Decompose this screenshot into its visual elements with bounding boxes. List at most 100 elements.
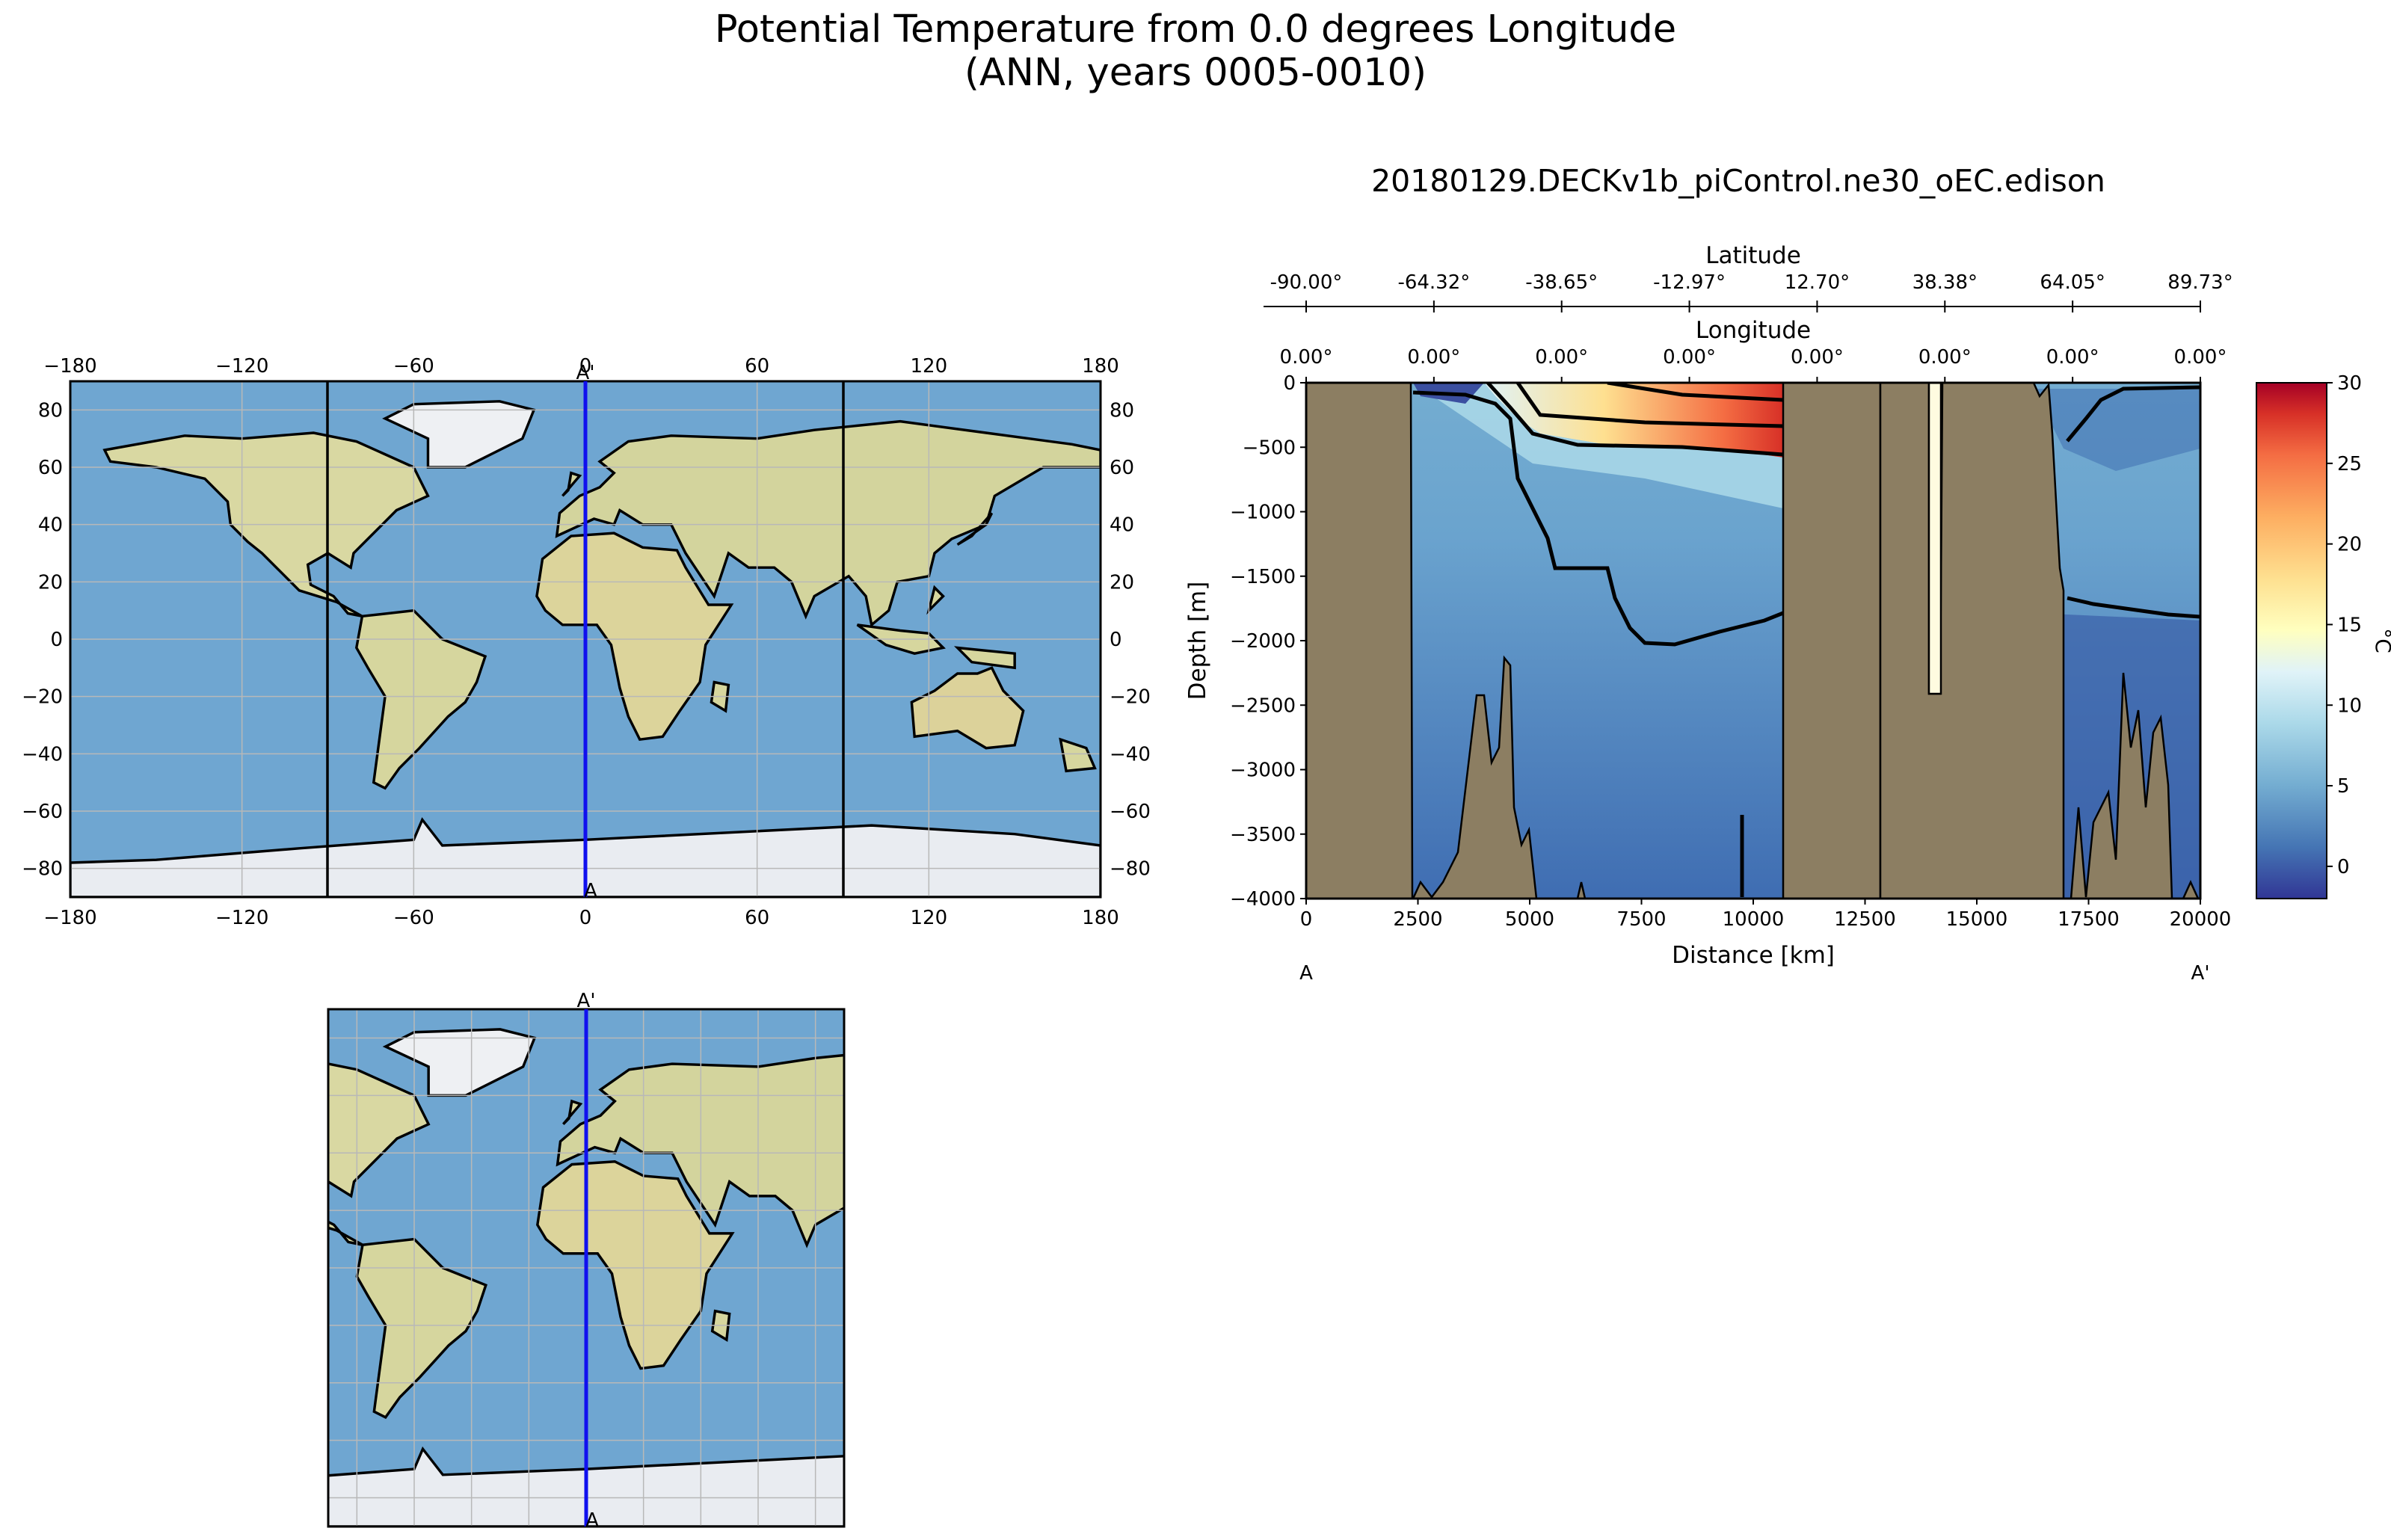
transect-ylabel: Depth [m]	[1184, 582, 1211, 700]
longitude-tick-label: 0.00°	[1280, 346, 1333, 369]
latitude-tick-label: 64.05°	[2040, 271, 2105, 294]
lon-tick-bottom: 0	[579, 907, 592, 929]
transect-end-label: A'	[2191, 962, 2210, 985]
transect-label-top: A'	[576, 362, 595, 384]
transect-bathymetry	[1306, 383, 2200, 899]
depth-tick-label: −500	[1243, 437, 1296, 459]
land-europe	[1879, 383, 2065, 899]
lon-tick-bottom: −60	[393, 907, 434, 929]
depth-tick-label: −1000	[1230, 502, 1296, 524]
distance-tick-label: 0	[1300, 908, 1313, 931]
distance-tick-label: 2500	[1393, 908, 1442, 931]
land-antarctica	[1306, 383, 1414, 899]
colorbar-tick-label: 10	[2337, 694, 2362, 717]
lon-tick-top: 180	[1082, 355, 1119, 378]
lat-tick-left: −80	[22, 858, 63, 881]
transect-arctic-layer	[2034, 389, 2200, 471]
distance-tick-label: 5000	[1505, 908, 1554, 931]
ridge-south-atlantic	[1412, 655, 1538, 899]
latitude-ticks: -90.00° -64.32° -38.65° -12.97° 12.70° 38.38°…	[1270, 271, 2233, 312]
lon-tick-top: −60	[393, 355, 434, 378]
run-name-title: 20180129.DECKv1b_piControl.ne30_oEC.edis…	[1371, 163, 2105, 199]
lat-tick-left: 60	[38, 457, 63, 479]
lat-tick-left: −60	[22, 801, 63, 823]
longitude-tick-label: 0.00°	[1535, 346, 1588, 369]
lon-tick-bottom: −120	[215, 907, 268, 929]
zoom-map: A' A	[327, 990, 846, 1532]
longitude-tick-label: 0.00°	[1918, 346, 1972, 369]
latitude-tick-label: -64.32°	[1397, 271, 1470, 294]
colorbar-label: °C	[2371, 628, 2391, 653]
colorbar-tick-label: 20	[2337, 534, 2362, 556]
colorbar-ticks: 0 5 10 15 20 25 30	[2327, 372, 2362, 878]
longitude-axis-label: Longitude	[1696, 317, 1811, 344]
transect-start-label: A	[1299, 962, 1313, 985]
latitude-axis-label: Latitude	[1705, 242, 1801, 269]
lat-tick-right: −80	[1110, 858, 1151, 881]
strait-column	[1927, 383, 1942, 695]
latitude-tick-label: 89.73°	[2167, 271, 2232, 294]
depth-tick-label: −4000	[1230, 888, 1296, 911]
distance-tick-label: 12500	[1834, 908, 1896, 931]
depth-tick-label: 0	[1283, 372, 1296, 395]
colorbar-tick-label: 15	[2337, 614, 2362, 636]
lat-tick-left: −40	[22, 743, 63, 766]
lon-tick-bottom: −180	[43, 907, 96, 929]
colorbar-tick-label: 0	[2337, 856, 2350, 878]
colorbar-tick-label: 5	[2337, 775, 2350, 798]
lat-tick-left: 0	[50, 629, 63, 651]
lat-tick-right: 80	[1110, 399, 1134, 422]
colorbar-tick-label: 25	[2337, 453, 2362, 475]
lon-tick-top: −180	[43, 355, 96, 378]
arctic-seamount	[2182, 879, 2200, 899]
lon-tick-top: 0	[579, 355, 592, 378]
global-map-ticks: −180 −180 −120 −120 −60 −60 0 0 60 60 120 120 180 180…	[22, 355, 1151, 929]
lat-tick-right: 20	[1110, 571, 1134, 594]
lon-tick-top: −120	[215, 355, 268, 378]
lon-tick-bottom: 60	[745, 907, 769, 929]
longitude-tick-label: 0.00°	[2174, 346, 2227, 369]
lat-tick-left: 20	[38, 571, 63, 594]
latitude-tick-label: -12.97°	[1653, 271, 1726, 294]
transect-xlabel: Distance [km]	[1672, 942, 1835, 969]
transect-ticks: 0 2500 5000 7500 10000 12500 15000 17500 200000−…	[1230, 372, 2231, 931]
lat-tick-right: 0	[1110, 629, 1122, 651]
seamount	[1576, 881, 1587, 899]
latitude-tick-label: -90.00°	[1270, 271, 1343, 294]
lat-tick-left: 80	[38, 399, 63, 422]
lat-tick-right: 40	[1110, 514, 1134, 537]
longitude-tick-label: 0.00°	[1407, 346, 1460, 369]
latitude-tick-label: -38.65°	[1525, 271, 1598, 294]
distance-tick-label: 10000	[1723, 908, 1785, 931]
land-africa	[1782, 383, 1882, 899]
longitude-tick-label: 0.00°	[2046, 346, 2099, 369]
figure-title-line1: Potential Temperature from 0.0 degrees L…	[714, 7, 1677, 52]
transect-contours	[1412, 383, 2200, 897]
lon-tick-bottom: 120	[911, 907, 948, 929]
lon-tick-bottom: 180	[1082, 907, 1119, 929]
latitude-tick-label: 38.38°	[1913, 271, 1978, 294]
colorbar-tick-label: 30	[2337, 372, 2362, 395]
lat-tick-right: −40	[1110, 743, 1151, 766]
global-map: A' A −180 −180 −120 −120 −60 −60 0 0 60 60 120 120 1…	[22, 355, 1151, 929]
lat-tick-right: −60	[1110, 801, 1151, 823]
lon-tick-top: 120	[911, 355, 948, 378]
figure-title-line2: (ANN, years 0005-0010)	[964, 51, 1427, 95]
colorbar-gradient	[2256, 382, 2327, 899]
distance-tick-label: 15000	[1946, 908, 2008, 931]
depth-tick-label: −2000	[1230, 630, 1296, 653]
zoom-transect-label-bottom: A	[585, 1509, 599, 1532]
latitude-tick-label: 12.70°	[1785, 271, 1850, 294]
lon-tick-top: 60	[745, 355, 769, 378]
zoom-transect-label-top: A'	[577, 990, 596, 1012]
longitude-tick-label: 0.00°	[1663, 346, 1716, 369]
longitude-tick-label: 0.00°	[1791, 346, 1844, 369]
depth-tick-label: −2500	[1230, 694, 1296, 717]
depth-tick-label: −1500	[1230, 566, 1296, 588]
transect-plot: 0 2500 5000 7500 10000 12500 15000 17500 200000−…	[1184, 242, 2233, 985]
lat-tick-left: −20	[22, 686, 63, 709]
distance-tick-label: 7500	[1616, 908, 1666, 931]
arctic-ridges	[2070, 672, 2173, 899]
transect-label-bottom: A	[584, 880, 597, 902]
longitude-ticks: 0.00° 0.00° 0.00° 0.00° 0.00° 0.00° 0.00° 0.00°	[1280, 346, 2227, 383]
